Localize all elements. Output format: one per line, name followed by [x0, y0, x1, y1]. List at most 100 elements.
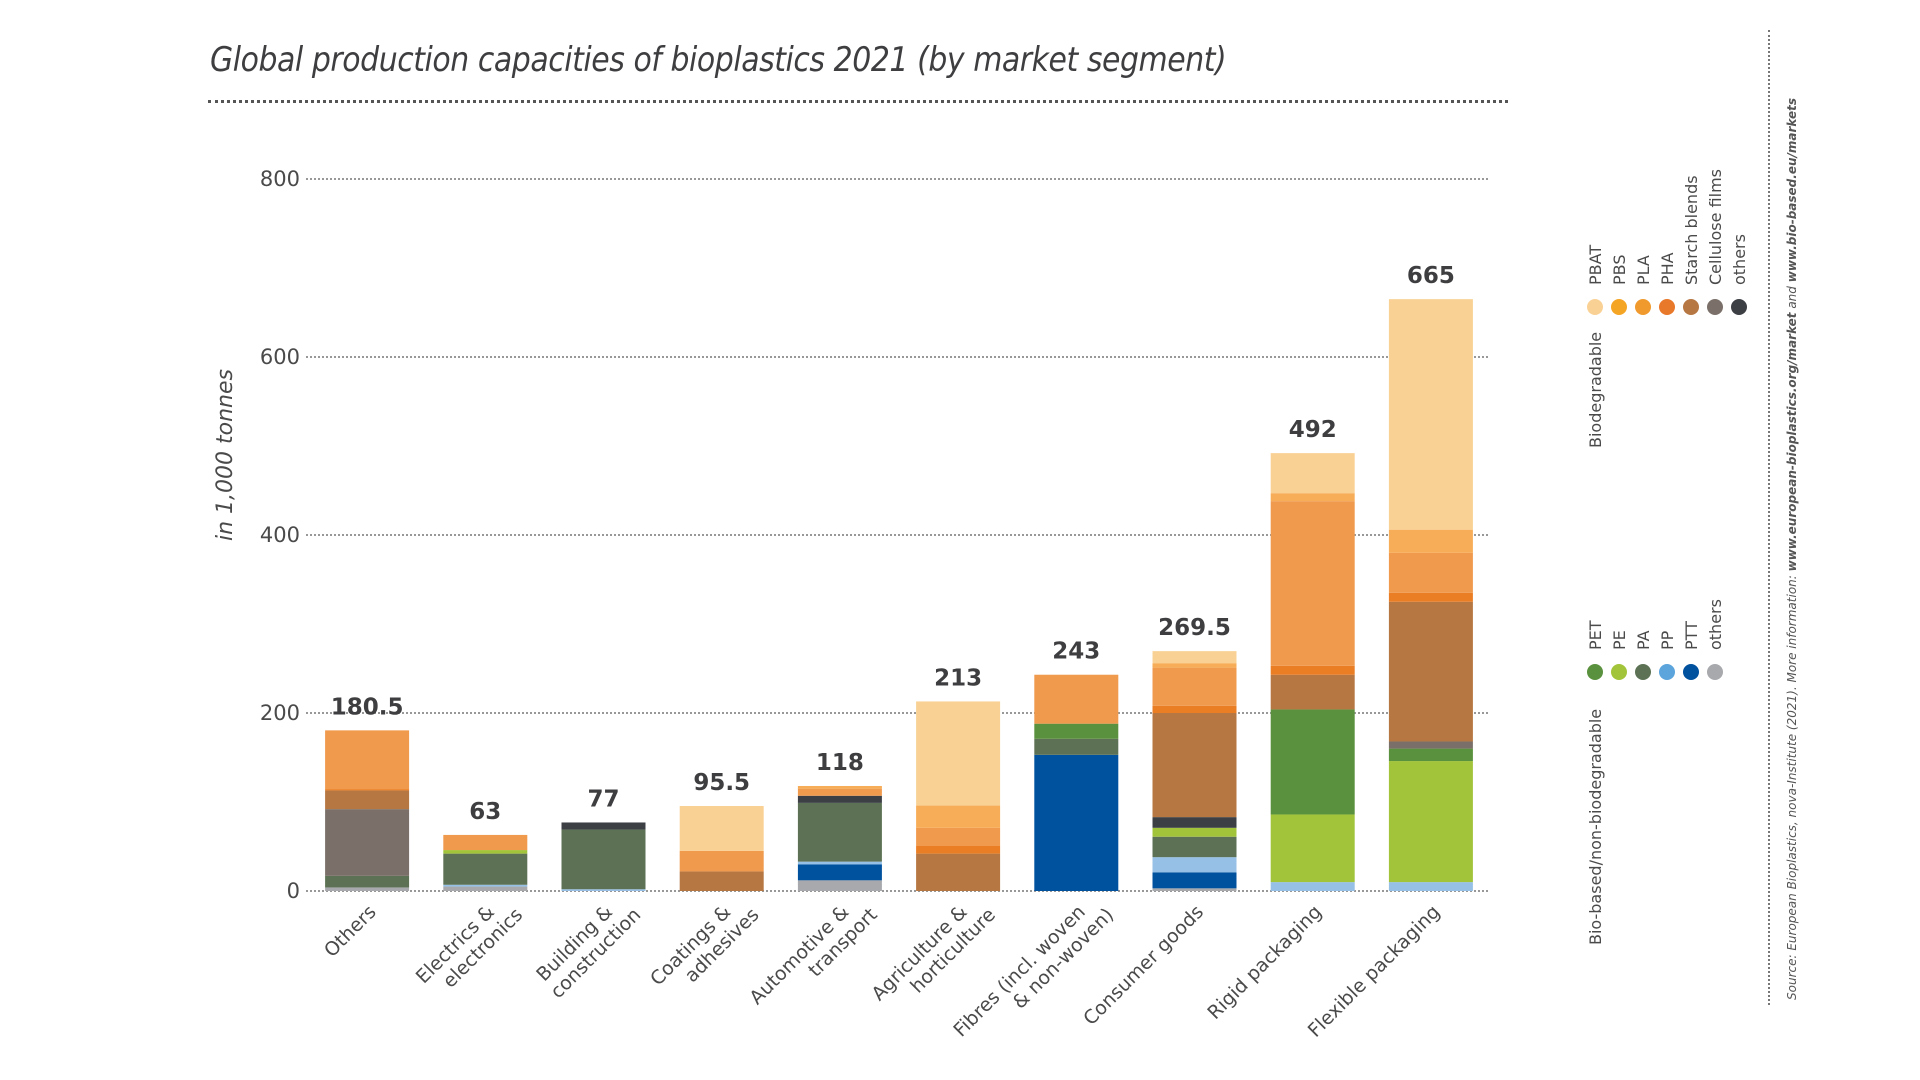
bar-segment: [1152, 817, 1237, 828]
bar-segment: [797, 802, 882, 862]
bar-segment: [325, 809, 410, 876]
legend-label: others: [1706, 599, 1725, 650]
y-tick-label: 400: [260, 523, 300, 547]
source-divider: [1768, 30, 1770, 1005]
bar-segment: [1270, 665, 1355, 675]
bar-segment: [1152, 713, 1237, 818]
legend-swatch: [1659, 664, 1675, 680]
value-labels: 180.5 63 77 95.5 118 213 243 269.5 492 665: [331, 263, 1455, 825]
bar-segment: [797, 880, 882, 891]
bar-segment: [797, 864, 882, 881]
x-axis-labels: Others Electrics &electronics Building &co…: [320, 888, 1445, 1042]
value-label: 243: [1052, 639, 1100, 665]
y-tick-label: 0: [287, 879, 300, 903]
y-axis-label: in 1,000 tonnes: [213, 369, 238, 541]
x-tick-label: Electrics &electronics: [412, 888, 527, 1003]
x-tick-label: Rigid packaging: [1203, 901, 1326, 1024]
legend-label: Starch blends: [1682, 175, 1701, 285]
legend-label: Cellulose films: [1706, 169, 1725, 285]
bar-segment: [1388, 299, 1473, 530]
value-label: 77: [587, 786, 619, 812]
bar-segment: [1388, 761, 1473, 883]
legend-swatch: [1611, 664, 1627, 680]
value-label: 63: [469, 799, 501, 825]
bar-segment: [443, 884, 528, 887]
bar-segment: [1152, 872, 1237, 889]
legend-swatch: [1707, 299, 1723, 315]
legend-title-non-biodegradable: Bio-based/non-biodegradable: [1586, 709, 1605, 945]
bar-segment: [1270, 709, 1355, 815]
bar-segment: [679, 806, 764, 851]
bar-segment: [1388, 529, 1473, 553]
bar-segment: [797, 795, 882, 803]
x-tick-label: Automotive &transport: [745, 888, 881, 1024]
bar-stack: [916, 701, 1001, 891]
bar-segment: [679, 850, 764, 872]
value-label: 213: [934, 665, 982, 691]
x-tick-label: Others: [320, 901, 381, 962]
bar-segment: [916, 701, 1001, 806]
bar-segment: [1152, 651, 1237, 664]
source-link-european-bioplastics[interactable]: www.european-bioplastics.org/market: [1785, 311, 1799, 571]
legend-label: PLA: [1634, 255, 1653, 285]
bar-segment: [325, 730, 410, 790]
bar-segment: [325, 875, 410, 888]
source-note: Source: European Bioplastics, nova-Insti…: [1785, 98, 1799, 1000]
bar-segment: [561, 822, 646, 830]
bar-segment: [797, 861, 882, 865]
x-tick-label: Flexible packaging: [1304, 901, 1445, 1042]
bar-segment: [1388, 741, 1473, 749]
title-divider: [208, 100, 1508, 103]
bar-segment: [325, 789, 410, 791]
source-link-bio-based[interactable]: www.bio-based.eu/markets: [1785, 98, 1799, 282]
legend: Biodegradable PBAT PBS PLA PHA Starch blends C…: [1586, 169, 1749, 945]
y-tick-label: 600: [260, 345, 300, 369]
legend-label: PE: [1610, 630, 1629, 650]
bar-segment: [916, 805, 1001, 828]
legend-label: PBS: [1610, 255, 1629, 286]
source-and: and: [1785, 282, 1799, 312]
bar-segment: [1034, 723, 1119, 739]
legend-swatch: [1707, 664, 1723, 680]
legend-swatch: [1587, 299, 1603, 315]
bar-segment: [1152, 836, 1237, 858]
bar-segment: [1388, 748, 1473, 762]
bar-segment: [1270, 882, 1355, 891]
bar-stack: [1152, 651, 1237, 891]
y-axis-ticks: 0 200 400 600 800: [260, 167, 300, 903]
bar-segment: [916, 845, 1001, 854]
y-tick-label: 800: [260, 167, 300, 191]
bar-segment: [443, 853, 528, 885]
bar-segment: [443, 886, 528, 891]
bar-segment: [1152, 827, 1237, 837]
bar-segment: [1034, 738, 1119, 755]
bar-segment: [1270, 453, 1355, 494]
legend-label: PBAT: [1586, 245, 1605, 285]
bar-segment: [1270, 493, 1355, 502]
bar-segment: [679, 871, 764, 891]
bar-stack: [1270, 453, 1355, 891]
legend-swatch: [1731, 299, 1747, 315]
bar-segment: [1388, 601, 1473, 742]
bar-stack: [679, 806, 764, 891]
bar-segment: [1152, 857, 1237, 873]
value-label: 118: [816, 750, 864, 776]
bar-segment: [1152, 705, 1237, 713]
bar-stack: [325, 730, 410, 891]
legend-label: PET: [1586, 620, 1605, 650]
bar-segment: [1270, 501, 1355, 666]
value-label: 269.5: [1158, 615, 1231, 641]
legend-swatch: [1635, 299, 1651, 315]
x-tick-label-line: Flexible packaging: [1304, 901, 1445, 1042]
bar-segment: [916, 827, 1001, 846]
legend-swatch: [1587, 664, 1603, 680]
legend-swatch: [1683, 299, 1699, 315]
legend-label: PA: [1634, 630, 1653, 650]
x-tick-label: Coatings &adhesives: [646, 888, 763, 1005]
bar-stack: [443, 834, 528, 891]
bar-segment: [1034, 754, 1119, 891]
legend-swatch: [1659, 299, 1675, 315]
bar-segment: [1388, 882, 1473, 891]
y-tick-label: 200: [260, 701, 300, 725]
